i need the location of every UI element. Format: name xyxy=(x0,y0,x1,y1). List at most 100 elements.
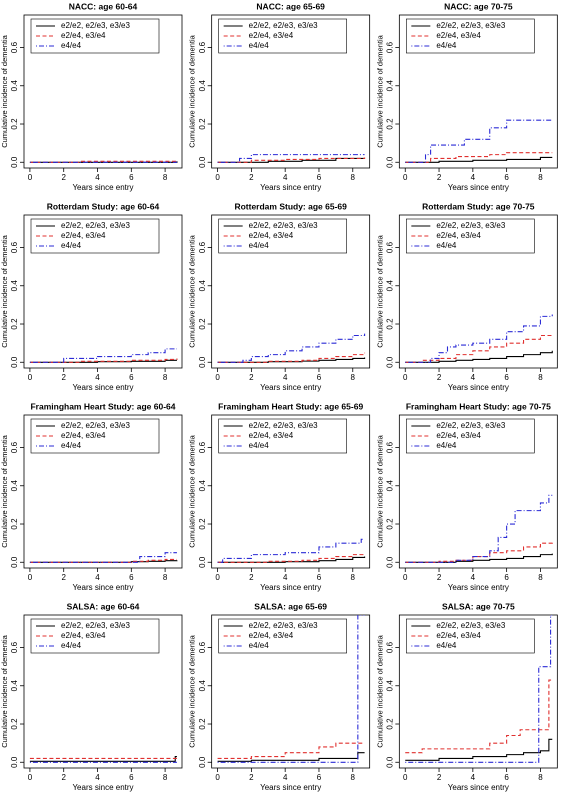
x-axis-label: Years since entry xyxy=(448,583,509,592)
y-tick-label: 0.2 xyxy=(385,318,394,330)
panel: Rotterdam Study: age 60-64 0 2 4 6 8 0.0 0.2 0.4… xyxy=(0,201,183,392)
panel: NACC: age 65-69 0 2 4 6 8 0.0 0.2 0.4 0.6 Years si… xyxy=(188,1,371,192)
y-tick-label: 0.4 xyxy=(198,80,207,92)
x-tick-label: 8 xyxy=(163,773,168,782)
plot-frame xyxy=(398,614,558,769)
legend-label: e4/e4 xyxy=(436,441,457,450)
x-tick-label: 0 xyxy=(403,573,408,582)
x-tick-label: 4 xyxy=(471,173,476,182)
y-tick-label: 0.4 xyxy=(385,480,394,492)
y-tick-label: 0.2 xyxy=(10,518,19,530)
y-axis-label: Cumulative incidence of dementia xyxy=(188,234,197,347)
x-tick-label: 6 xyxy=(129,173,134,182)
x-axis-label: Years since entry xyxy=(260,783,321,792)
legend-label: e2/e4, e3/e4 xyxy=(61,631,106,640)
legend-label: e2/e4, e3/e4 xyxy=(249,31,294,40)
step-line xyxy=(405,152,553,163)
y-tick-label: 0.4 xyxy=(198,280,207,292)
chart-title: SALSA: age 65-69 xyxy=(254,601,327,611)
step-line xyxy=(217,157,365,163)
y-tick-label: 0.4 xyxy=(10,80,19,92)
panel: NACC: age 70-75 0 2 4 6 8 0.0 0.2 0.4 0.6 Years si… xyxy=(375,1,558,192)
x-axis-label: Years since entry xyxy=(72,183,133,192)
x-tick-label: 4 xyxy=(283,373,288,382)
legend-label: e2/e4, e3/e4 xyxy=(249,231,294,240)
x-tick-label: 6 xyxy=(504,173,509,182)
legend-label: e4/e4 xyxy=(249,441,270,450)
plot-frame xyxy=(211,414,371,569)
x-tick-label: 8 xyxy=(538,173,543,182)
plot-frame xyxy=(398,414,558,569)
x-tick-label: 0 xyxy=(215,373,220,382)
y-tick-label: 0.4 xyxy=(385,80,394,92)
legend-label: e2/e4, e3/e4 xyxy=(249,431,294,440)
chart-title: SALSA: age 70-75 xyxy=(442,601,515,611)
x-axis-label: Years since entry xyxy=(72,583,133,592)
y-tick-label: 0.0 xyxy=(10,356,19,368)
step-line xyxy=(217,556,366,563)
x-tick-label: 8 xyxy=(538,773,543,782)
step-line xyxy=(405,119,553,163)
plot-frame xyxy=(398,14,558,169)
x-axis-label: Years since entry xyxy=(260,183,321,192)
legend-label: e2/e4, e3/e4 xyxy=(249,631,294,640)
x-tick-label: 2 xyxy=(249,573,254,582)
y-tick-label: 0.6 xyxy=(198,41,207,53)
step-line xyxy=(405,314,553,363)
legend-label: e4/e4 xyxy=(61,41,82,50)
step-line xyxy=(405,334,553,363)
y-tick-label: 0.6 xyxy=(385,41,394,53)
plot-frame xyxy=(398,214,558,369)
x-tick-label: 2 xyxy=(249,773,254,782)
x-tick-label: 4 xyxy=(95,773,100,782)
y-tick-label: 0.2 xyxy=(385,718,394,730)
step-line xyxy=(405,738,553,761)
y-tick-label: 0.0 xyxy=(385,156,394,168)
x-tick-label: 4 xyxy=(471,573,476,582)
panel: Rotterdam Study: age 70-75 0 2 4 6 8 0.0 0.2 0.4… xyxy=(375,201,558,392)
x-tick-label: 0 xyxy=(215,573,220,582)
y-tick-label: 0.0 xyxy=(198,556,207,568)
y-tick-label: 0.0 xyxy=(198,756,207,768)
x-tick-label: 6 xyxy=(129,573,134,582)
step-line xyxy=(217,752,365,762)
legend-label: e4/e4 xyxy=(436,241,457,250)
y-tick-label: 0.4 xyxy=(385,680,394,692)
legend-label: e2/e4, e3/e4 xyxy=(61,431,106,440)
plot-frame xyxy=(211,14,371,169)
x-tick-label: 8 xyxy=(351,373,356,382)
plot-frame xyxy=(23,214,183,369)
step-line xyxy=(405,541,553,563)
x-tick-label: 4 xyxy=(95,173,100,182)
chart-title: NACC: age 65-69 xyxy=(256,1,325,11)
step-line xyxy=(29,348,177,363)
x-tick-label: 8 xyxy=(163,373,168,382)
step-line xyxy=(217,333,366,363)
y-tick-label: 0.2 xyxy=(198,118,207,130)
x-tick-label: 0 xyxy=(28,773,33,782)
x-tick-label: 2 xyxy=(437,373,442,382)
chart-title: Rotterdam Study: age 70-75 xyxy=(422,201,535,211)
y-tick-label: 0.6 xyxy=(385,641,394,653)
panel: SALSA: age 70-75 0 2 4 6 8 0.0 0.2 0.4 0.6 Years s… xyxy=(375,601,558,792)
step-line xyxy=(29,558,177,563)
step-line xyxy=(405,679,553,754)
y-axis-label: Cumulative incidence of dementia xyxy=(375,34,384,147)
legend-label: e2/e4, e3/e4 xyxy=(436,431,481,440)
y-tick-label: 0.6 xyxy=(198,241,207,253)
x-tick-label: 6 xyxy=(129,773,134,782)
x-tick-label: 2 xyxy=(437,573,442,582)
legend-label: e2/e2, e2/e3, e3/e3 xyxy=(61,21,131,30)
x-axis-label: Years since entry xyxy=(260,583,321,592)
step-line xyxy=(217,154,365,163)
y-tick-label: 0.2 xyxy=(198,318,207,330)
x-tick-label: 4 xyxy=(471,373,476,382)
y-tick-label: 0.2 xyxy=(10,118,19,130)
y-tick-label: 0.0 xyxy=(198,156,207,168)
legend-label: e2/e2, e2/e3, e3/e3 xyxy=(249,621,319,630)
step-line xyxy=(217,538,365,563)
y-tick-label: 0.6 xyxy=(198,441,207,453)
x-tick-label: 6 xyxy=(317,773,322,782)
y-axis-label: Cumulative incidence of dementia xyxy=(188,634,197,747)
chart-title: Rotterdam Study: age 65-69 xyxy=(234,201,347,211)
